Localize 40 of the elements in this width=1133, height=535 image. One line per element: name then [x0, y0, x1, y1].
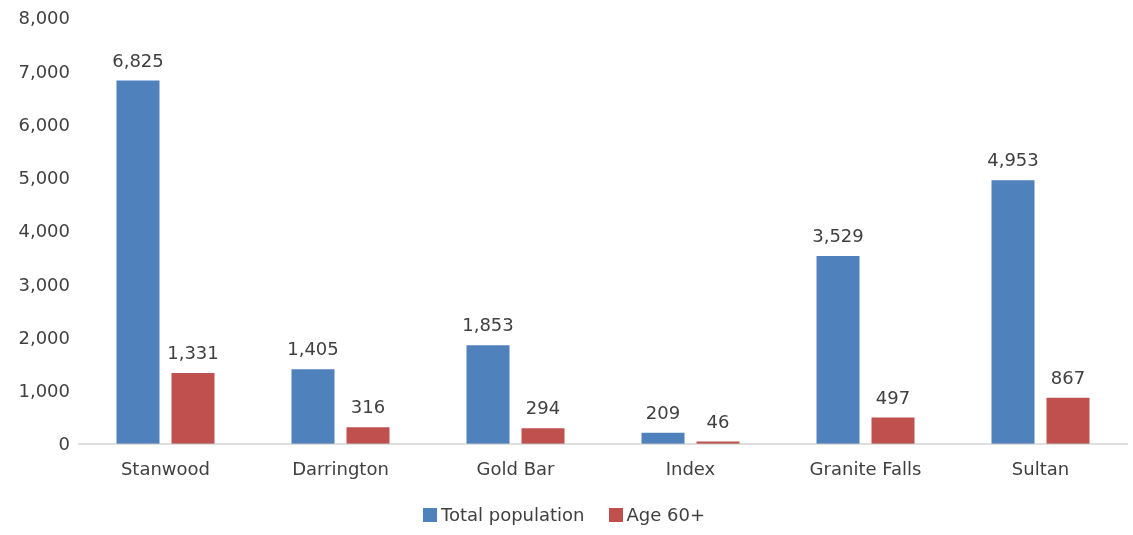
x-tick-label: Sultan	[1011, 457, 1070, 479]
legend-label: Total population	[440, 504, 585, 525]
bar	[991, 180, 1035, 444]
x-tick-label: Gold Bar	[476, 457, 556, 479]
data-label: 6,825	[112, 49, 164, 71]
y-tick-label: 2,000	[18, 326, 70, 348]
bar	[521, 428, 565, 444]
data-label: 4,953	[987, 149, 1039, 171]
bar	[466, 345, 510, 444]
data-label: 867	[1050, 366, 1086, 388]
y-tick-label: 1,000	[18, 380, 70, 402]
x-tick-label: Index	[665, 457, 716, 479]
data-label: 1,331	[167, 342, 219, 364]
y-tick-label: 3,000	[18, 273, 70, 295]
bar	[346, 427, 390, 444]
bar	[171, 373, 215, 444]
y-tick-label: 0	[58, 433, 70, 455]
y-tick-label: 5,000	[18, 167, 70, 189]
data-label: 497	[875, 386, 911, 408]
data-label: 316	[350, 396, 386, 418]
data-label: 3,529	[812, 225, 864, 247]
y-tick-label: 7,000	[18, 60, 70, 82]
data-label: 1,405	[287, 338, 339, 360]
data-label: 1,853	[462, 314, 514, 336]
x-tick-label: Granite Falls	[809, 457, 922, 479]
data-label: 46	[706, 410, 730, 432]
x-tick-label: Darrington	[292, 457, 389, 479]
bar	[641, 432, 685, 444]
data-label: 209	[645, 401, 681, 423]
y-tick-label: 6,000	[18, 113, 70, 135]
y-tick-label: 4,000	[18, 220, 70, 242]
bar	[1046, 397, 1090, 444]
bar	[871, 417, 915, 444]
bar	[291, 369, 335, 444]
y-tick-label: 8,000	[18, 7, 70, 29]
bar	[116, 80, 160, 444]
bar	[816, 256, 860, 444]
data-label: 294	[525, 397, 561, 419]
legend-label: Age 60+	[626, 504, 706, 525]
x-tick-label: Stanwood	[120, 457, 211, 479]
